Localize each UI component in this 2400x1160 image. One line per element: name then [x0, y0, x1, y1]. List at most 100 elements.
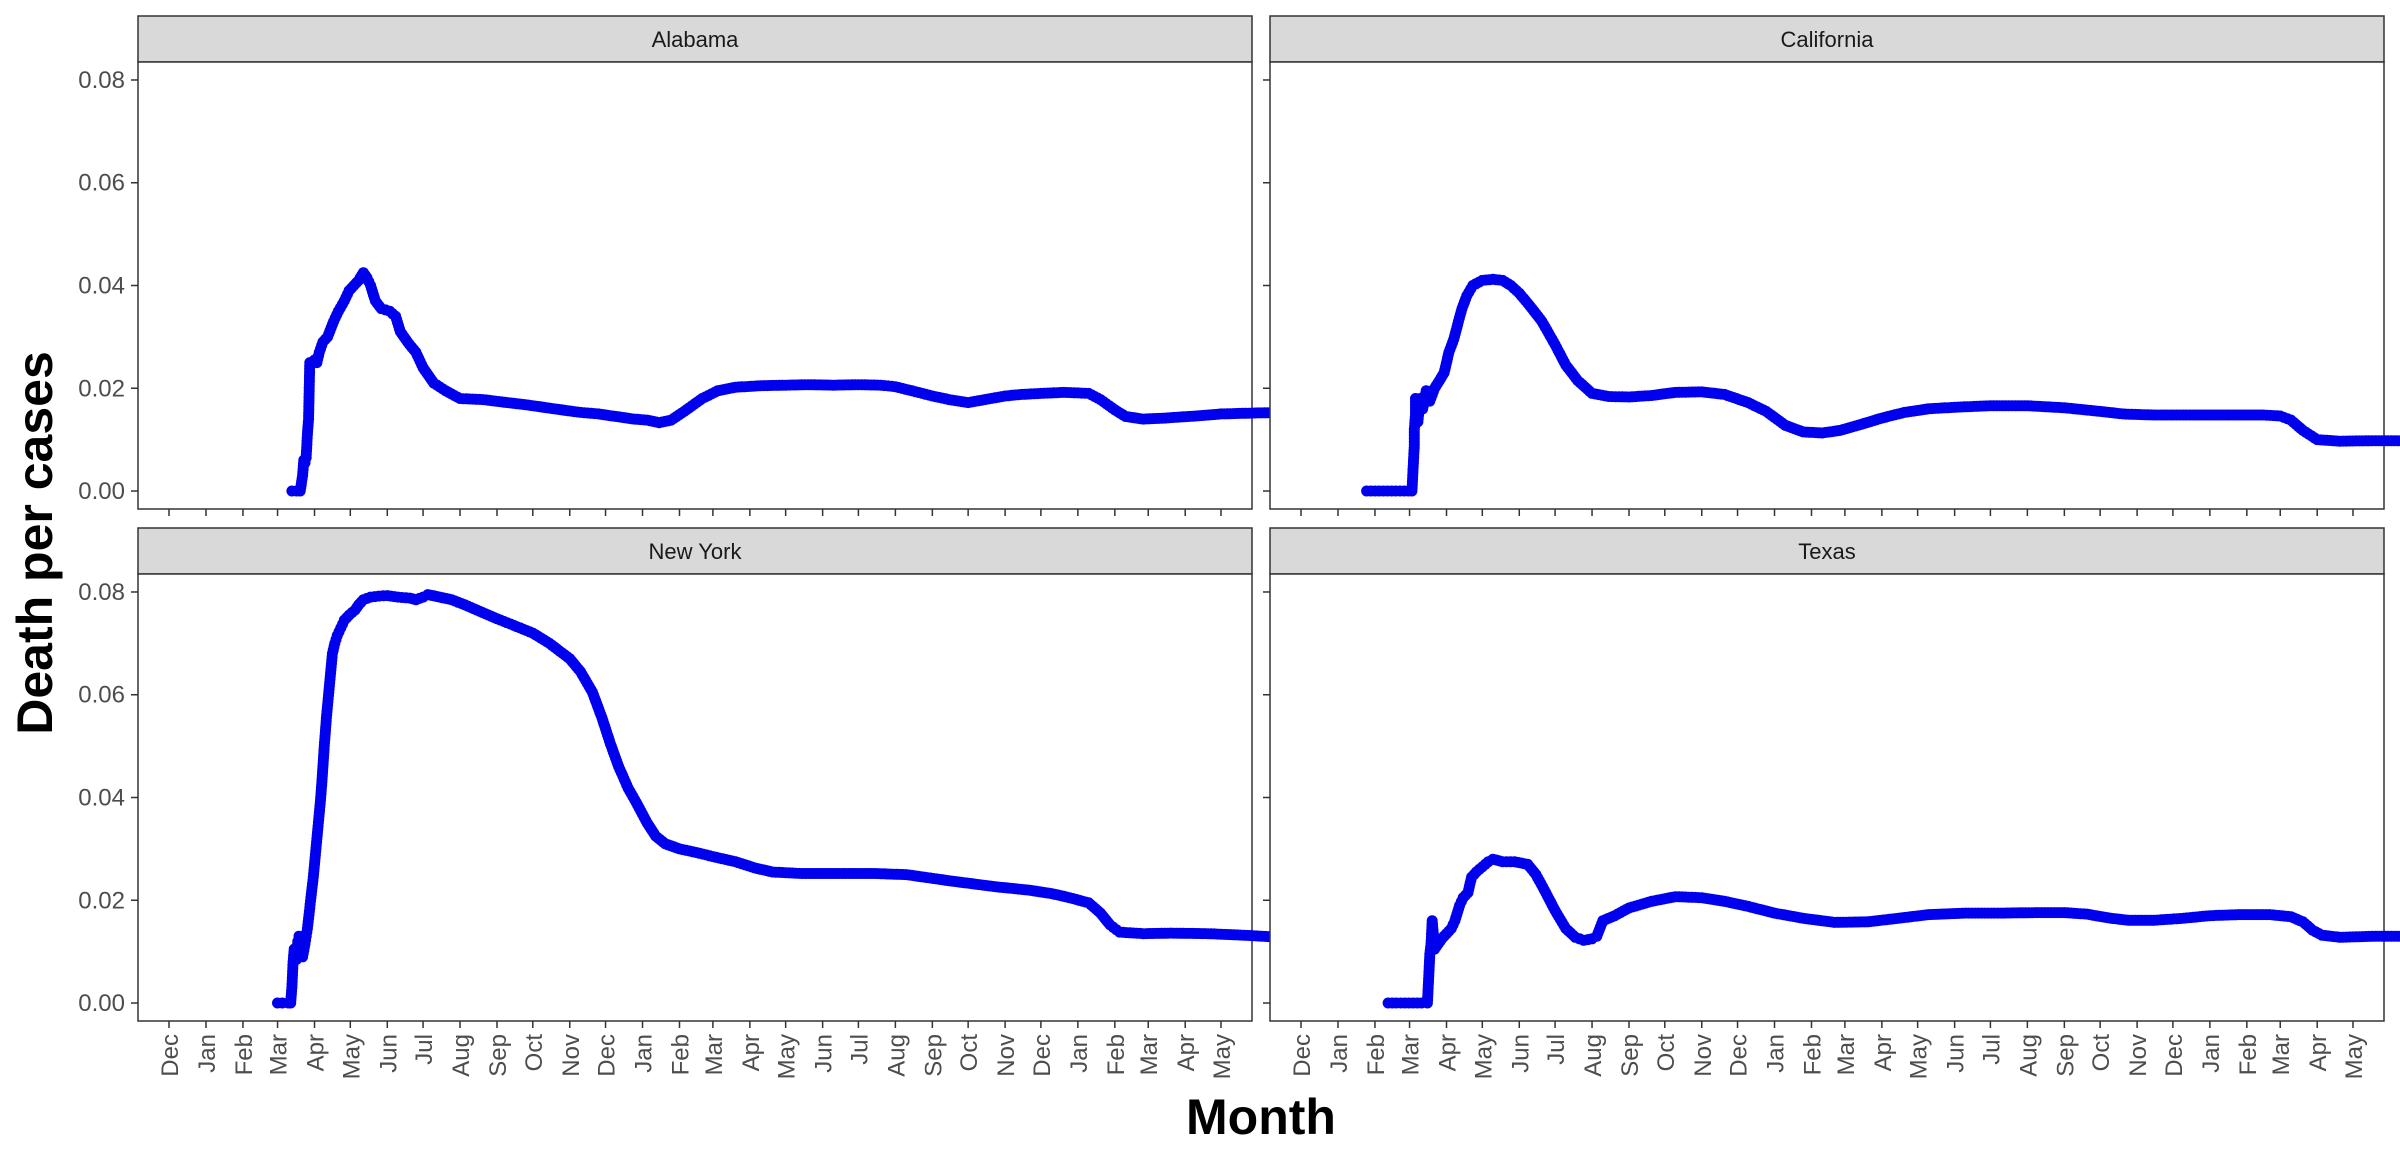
- x-tick-label: Mar: [1398, 1034, 1425, 1075]
- x-tick-label: Jun: [1507, 1034, 1534, 1073]
- x-tick-label: Apr: [1435, 1034, 1462, 1071]
- facet-strip: [137, 15, 1253, 63]
- x-tick-label: Sep: [920, 1034, 947, 1077]
- x-tick-label: Jun: [375, 1034, 402, 1073]
- facet-california: California: [1263, 15, 2400, 516]
- x-tick-label: May: [774, 1034, 801, 1079]
- x-tick-label: Feb: [2235, 1034, 2262, 1075]
- facet-alabama: Alabama 0.00 0.02 0.04 0.06 0.08: [78, 15, 1826, 516]
- y-axis-title: Death per cases: [7, 351, 63, 735]
- panel-border: [1269, 573, 2385, 1022]
- y-tick-label: 0.00: [78, 478, 125, 505]
- x-tick-label: Oct: [956, 1034, 983, 1072]
- x-tick-label: Oct: [1653, 1034, 1680, 1072]
- facet-panels: Alabama 0.00 0.02 0.04 0.06 0.08 California New…: [78, 15, 2400, 1079]
- x-axis: [1300, 509, 2354, 516]
- x-tick-label: Aug: [1580, 1034, 1607, 1077]
- x-tick-label: Jul: [411, 1034, 438, 1065]
- y-axis: 0.00 0.02 0.04 0.06 0.08: [78, 67, 138, 505]
- x-tick-label: Aug: [2015, 1034, 2042, 1077]
- x-tick-label: Sep: [1617, 1034, 1644, 1077]
- x-tick-label: Sep: [2052, 1034, 2079, 1077]
- x-tick-label: Jan: [1763, 1034, 1790, 1073]
- x-tick-label: Jul: [1543, 1034, 1570, 1065]
- facet-strip: [1269, 527, 2385, 575]
- x-axis: Dec Jan Feb Mar Apr May Jun Jul Aug Sep Oct Nov Dec J…: [1289, 1021, 2368, 1079]
- y-axis: [1263, 79, 1270, 492]
- x-tick-label: Jan: [1326, 1034, 1353, 1073]
- y-tick-label: 0.06: [78, 682, 125, 709]
- x-tick-label: May: [1906, 1034, 1933, 1079]
- x-tick-label: Jun: [811, 1034, 838, 1073]
- x-tick-label: May: [1470, 1034, 1497, 1079]
- y-axis: [1263, 591, 1270, 1004]
- x-tick-label: May: [1209, 1034, 1236, 1079]
- x-tick-label: Aug: [883, 1034, 910, 1077]
- x-tick-label: Feb: [1363, 1034, 1390, 1075]
- x-tick-label: Dec: [2161, 1034, 2188, 1077]
- x-tick-label: Nov: [993, 1034, 1020, 1077]
- x-tick-label: Nov: [558, 1034, 585, 1077]
- x-tick-label: Jan: [1066, 1034, 1093, 1073]
- x-tick-label: Jul: [1978, 1034, 2005, 1065]
- y-tick-label: 0.02: [78, 375, 125, 402]
- panel-border: [1269, 61, 2385, 510]
- series-points: [1361, 273, 2400, 497]
- x-tick-label: Oct: [2088, 1034, 2115, 1072]
- facet-strip: [1269, 15, 2385, 63]
- x-tick-label: Apr: [2305, 1034, 2332, 1071]
- x-tick-label: Feb: [231, 1034, 258, 1075]
- x-axis-title: Month: [1186, 1089, 1336, 1145]
- x-tick-label: Dec: [157, 1034, 184, 1077]
- x-tick-label: Mar: [1833, 1034, 1860, 1075]
- facet-strip-label: New York: [649, 539, 743, 564]
- x-tick-label: Aug: [448, 1034, 475, 1077]
- x-tick-label: Apr: [1870, 1034, 1897, 1071]
- x-tick-label: Mar: [266, 1034, 293, 1075]
- x-tick-label: Nov: [2125, 1034, 2152, 1077]
- x-tick-label: Dec: [1289, 1034, 1316, 1077]
- y-tick-label: 0.04: [78, 785, 125, 812]
- facet-strip-label: California: [1781, 27, 1875, 52]
- x-tick-label: Sep: [485, 1034, 512, 1077]
- y-tick-label: 0.04: [78, 273, 125, 300]
- y-tick-label: 0.08: [78, 67, 125, 94]
- x-axis: Dec Jan Feb Mar Apr May Jun Jul Aug Sep Oct Nov Dec J…: [157, 1021, 1236, 1079]
- facet-strip-label: Alabama: [652, 27, 740, 52]
- x-tick-label: Nov: [1690, 1034, 1717, 1077]
- x-tick-label: Jan: [631, 1034, 658, 1073]
- y-tick-label: 0.06: [78, 170, 125, 197]
- x-tick-label: Apr: [303, 1034, 330, 1071]
- x-tick-label: Apr: [738, 1034, 765, 1071]
- x-tick-label: May: [2341, 1034, 2368, 1079]
- x-tick-label: Dec: [594, 1034, 621, 1077]
- data-point: [2397, 436, 2400, 446]
- x-tick-label: Apr: [1173, 1034, 1200, 1071]
- series-points: [1382, 853, 2400, 1009]
- y-tick-label: 0.08: [78, 579, 125, 606]
- x-tick-label: Oct: [521, 1034, 548, 1072]
- x-tick-label: Feb: [667, 1034, 694, 1075]
- y-tick-label: 0.02: [78, 887, 125, 914]
- series-points: [286, 267, 1826, 497]
- x-tick-label: Jan: [194, 1034, 221, 1073]
- x-tick-label: May: [338, 1034, 365, 1079]
- x-tick-label: Jun: [1943, 1034, 1970, 1073]
- x-tick-label: Feb: [1799, 1034, 1826, 1075]
- x-tick-label: Dec: [1029, 1034, 1056, 1077]
- x-tick-label: Mar: [1136, 1034, 1163, 1075]
- x-tick-label: Dec: [1726, 1034, 1753, 1077]
- x-tick-label: Feb: [1103, 1034, 1130, 1075]
- x-axis: [168, 509, 1222, 516]
- facet-strip-label: Texas: [1798, 539, 1855, 564]
- data-point: [2397, 931, 2400, 941]
- x-tick-label: Jul: [846, 1034, 873, 1065]
- x-tick-label: Mar: [701, 1034, 728, 1075]
- panel-border: [137, 61, 1253, 510]
- x-tick-label: Mar: [2268, 1034, 2295, 1075]
- x-tick-label: Jan: [2198, 1034, 2225, 1073]
- facet-strip: [137, 527, 1253, 575]
